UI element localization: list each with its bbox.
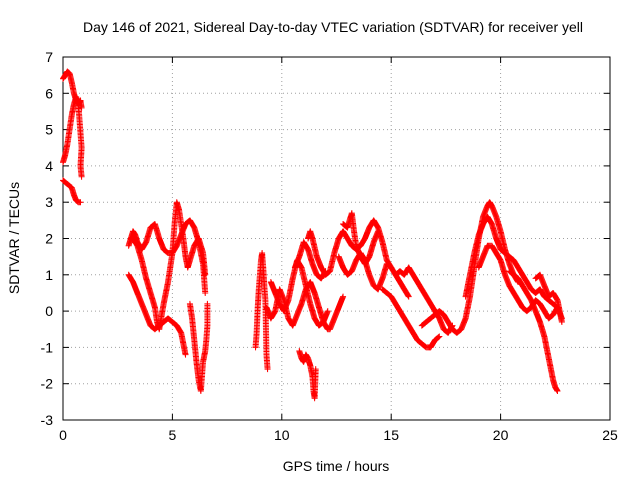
y-tick-label: 6: [45, 85, 53, 101]
y-axis-label: SDTVAR / TECUs: [6, 182, 22, 294]
points-layer: [60, 68, 565, 402]
x-tick-label: 0: [59, 427, 67, 443]
data-point: [558, 318, 565, 325]
x-tick-label: 10: [274, 427, 290, 443]
y-tick-label: 3: [45, 194, 53, 210]
data-point: [202, 289, 209, 296]
data-point: [204, 300, 211, 307]
data-point: [421, 343, 428, 350]
data-point: [434, 334, 441, 341]
y-tick-label: 2: [45, 231, 53, 247]
data-point: [77, 199, 84, 206]
x-tick-label: 5: [169, 427, 177, 443]
y-tick-label: 7: [45, 49, 53, 65]
data-point: [554, 387, 561, 394]
x-tick-label: 25: [602, 427, 618, 443]
x-axis-label: GPS time / hours: [283, 458, 390, 474]
data-point: [78, 173, 85, 180]
data-point: [163, 248, 170, 255]
data-point: [375, 228, 382, 235]
grid-layer: [63, 57, 610, 420]
data-point: [324, 308, 331, 315]
data-point: [182, 351, 189, 358]
data-point: [73, 197, 80, 204]
y-tick-label: 1: [45, 267, 53, 283]
y-tick-label: 0: [45, 303, 53, 319]
tick-layer: 0 5 10 15 20 25 -3 -2 -1 0 1 2 3 4 5 6 7: [41, 49, 618, 443]
y-tick-label: -3: [41, 412, 54, 428]
data-point: [436, 333, 443, 340]
data-point: [340, 293, 347, 300]
data-point: [405, 293, 412, 300]
data-point: [312, 366, 319, 373]
y-tick-label: -1: [41, 339, 54, 355]
x-tick-label: 20: [493, 427, 509, 443]
chart-title: Day 146 of 2021, Sidereal Day-to-day VTE…: [83, 19, 583, 35]
y-tick-label: -2: [41, 376, 54, 392]
y-tick-label: 4: [45, 158, 53, 174]
data-point: [435, 334, 442, 341]
data-point: [264, 366, 271, 373]
x-tick-label: 15: [383, 427, 399, 443]
data-point: [202, 271, 209, 278]
y-tick-label: 5: [45, 122, 53, 138]
